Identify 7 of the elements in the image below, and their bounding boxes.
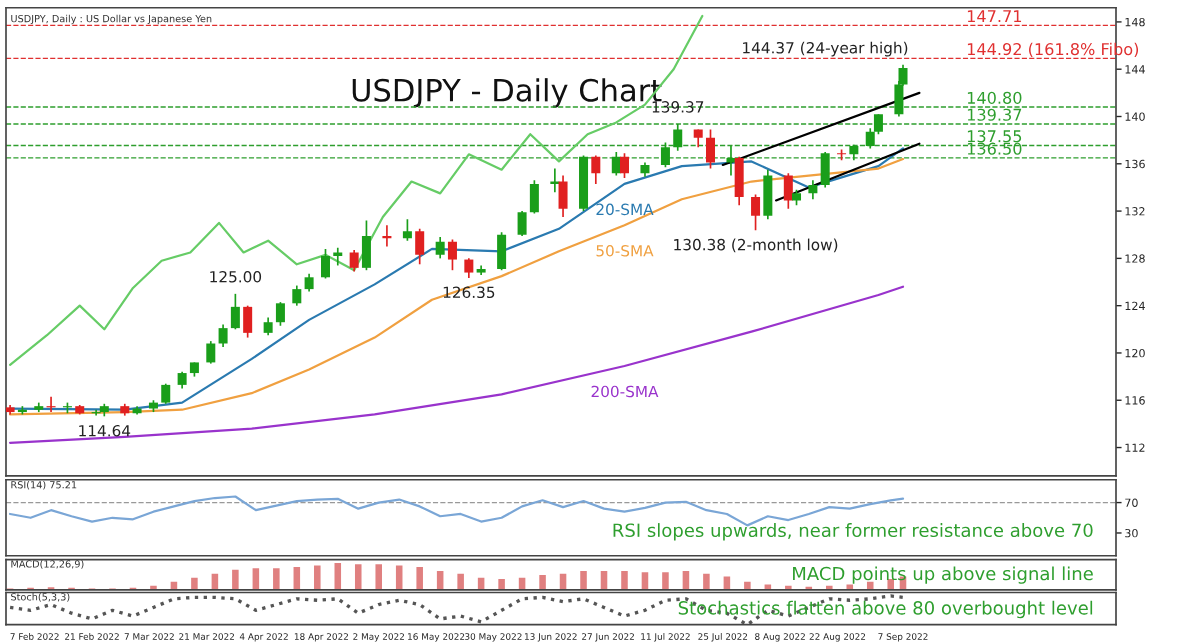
annotation: MACD points up above signal line bbox=[793, 566, 1093, 584]
ref-line-label: 140.80 bbox=[967, 91, 1022, 104]
ref-line-label: 136.50 bbox=[967, 142, 1022, 155]
ref-line-label: 137.55 bbox=[967, 130, 1022, 143]
ref-line-label: 139.37 bbox=[967, 108, 1022, 121]
annotation: RSI slopes upwards, near former resistance above 70 bbox=[613, 523, 1093, 541]
ref-line-label: 147.71 bbox=[967, 10, 1022, 22]
